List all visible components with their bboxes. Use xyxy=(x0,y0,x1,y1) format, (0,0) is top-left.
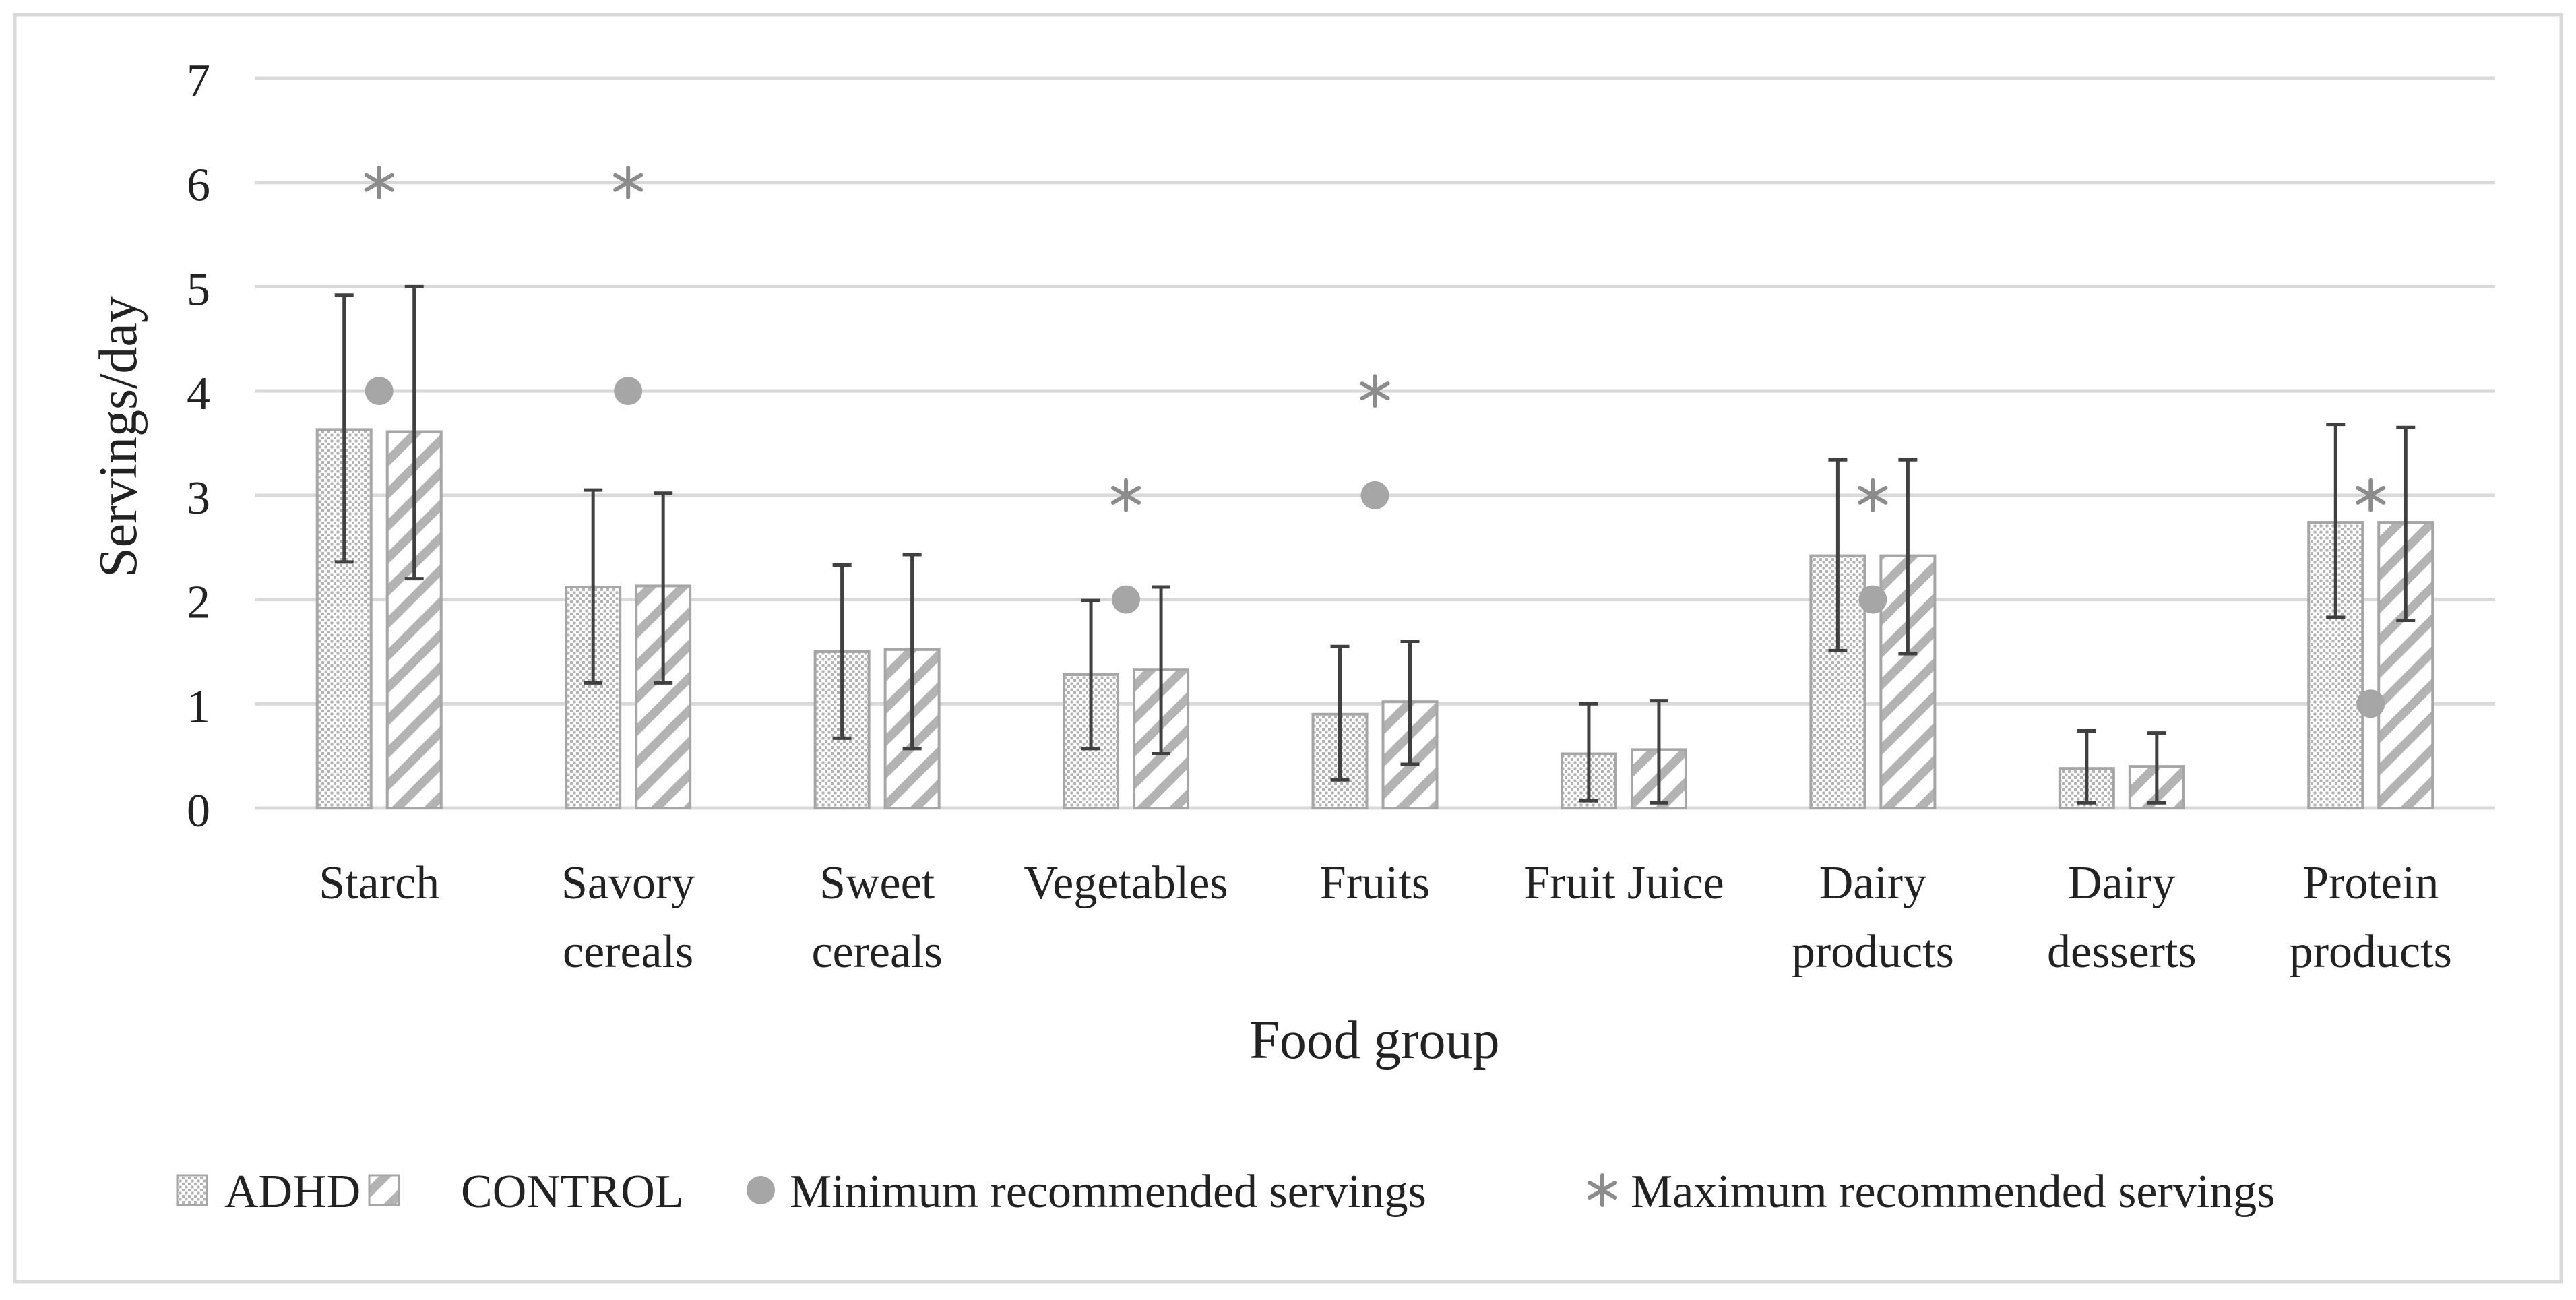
min-recommended-marker xyxy=(1858,585,1887,614)
legend-label: Minimum recommended servings xyxy=(790,1166,1426,1218)
legend-label: CONTROL xyxy=(461,1166,684,1218)
y-tick-label: 3 xyxy=(187,472,210,524)
min-recommended-marker xyxy=(1112,585,1141,614)
y-tick-label: 2 xyxy=(187,577,210,629)
error-bar-control xyxy=(1898,458,1918,656)
max-recommended-marker xyxy=(613,165,643,199)
y-tick-label: 1 xyxy=(187,681,210,733)
y-axis-label: Servings/day xyxy=(89,296,148,578)
max-recommended-marker xyxy=(2356,478,2386,512)
legend-swatch-minimum xyxy=(747,1176,775,1204)
legend-label: Maximum recommended servings xyxy=(1631,1166,2275,1218)
error-bar-adhd xyxy=(1081,598,1101,751)
error-bar-control xyxy=(2396,425,2416,623)
x-tick-label: Dairy desserts xyxy=(2047,857,2197,978)
x-tick-label: Fruit Juice xyxy=(1523,857,1724,909)
error-bar-adhd xyxy=(1330,644,1350,782)
max-recommended-marker xyxy=(1111,478,1141,512)
y-tick-label: 5 xyxy=(187,264,210,315)
error-bar-control xyxy=(1649,699,1668,805)
legend-minimum: Minimum recommended servings xyxy=(747,1166,1426,1218)
max-recommended-marker xyxy=(364,165,394,199)
legend: ADHD CONTROL Minimum recommended servings M… xyxy=(176,1166,2275,1218)
legend-swatch-control xyxy=(368,1174,400,1206)
x-tick-label: Savory cereals xyxy=(561,857,695,978)
bar-control xyxy=(635,584,692,809)
x-tick-label: Starch xyxy=(319,857,439,909)
error-bar-adhd xyxy=(1828,458,1848,652)
y-tick-label: 0 xyxy=(187,785,210,837)
y-tick-label: 4 xyxy=(187,368,210,420)
recommendation-markers xyxy=(364,165,2386,718)
error-bar-adhd xyxy=(584,488,603,685)
error-bar-control xyxy=(902,553,922,751)
bars xyxy=(315,284,2434,810)
error-bar-control xyxy=(404,284,424,581)
min-recommended-marker xyxy=(2356,689,2385,718)
legend-maximum: Maximum recommended servings xyxy=(1587,1166,2275,1218)
legend-label: ADHD xyxy=(224,1166,360,1218)
x-axis-ticks: Starch Savory cereals Sweet cereals Vegetable… xyxy=(319,857,2452,978)
max-recommended-marker xyxy=(1360,374,1390,408)
x-tick-label: Sweet cereals xyxy=(811,857,942,978)
x-tick-label: Vegetables xyxy=(1024,857,1228,909)
error-bar-adhd xyxy=(2077,729,2096,805)
error-bar-adhd xyxy=(2326,423,2346,619)
legend-control: CONTROL xyxy=(368,1166,684,1218)
error-bar-control xyxy=(2147,731,2166,805)
x-tick-label: Dairy products xyxy=(1792,857,1954,978)
error-bar-adhd xyxy=(832,563,852,740)
min-recommended-marker xyxy=(614,377,643,406)
min-recommended-marker xyxy=(365,377,394,406)
x-axis-label: Food group xyxy=(1249,1011,1499,1070)
y-tick-label: 7 xyxy=(187,55,210,107)
min-recommended-marker xyxy=(1360,481,1389,509)
error-bar-control xyxy=(1152,585,1171,756)
x-tick-label: Fruits xyxy=(1320,857,1430,909)
error-bar-control xyxy=(654,491,673,685)
legend-swatch-adhd xyxy=(176,1174,208,1206)
error-bar-control xyxy=(1400,639,1420,766)
max-recommended-marker xyxy=(1858,478,1888,512)
error-bar-adhd xyxy=(334,293,354,564)
error-bar-adhd xyxy=(1579,702,1598,803)
x-tick-label: Protein products xyxy=(2290,857,2452,978)
y-tick-label: 6 xyxy=(187,160,210,212)
y-axis-ticks: 0 1 2 3 4 5 6 7 xyxy=(187,55,210,837)
legend-adhd: ADHD xyxy=(176,1166,360,1218)
legend-swatch-maximum xyxy=(1587,1173,1618,1207)
